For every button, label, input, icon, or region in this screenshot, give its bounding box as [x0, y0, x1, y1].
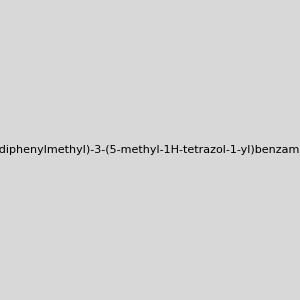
Text: N-(diphenylmethyl)-3-(5-methyl-1H-tetrazol-1-yl)benzamide: N-(diphenylmethyl)-3-(5-methyl-1H-tetraz…: [0, 145, 300, 155]
